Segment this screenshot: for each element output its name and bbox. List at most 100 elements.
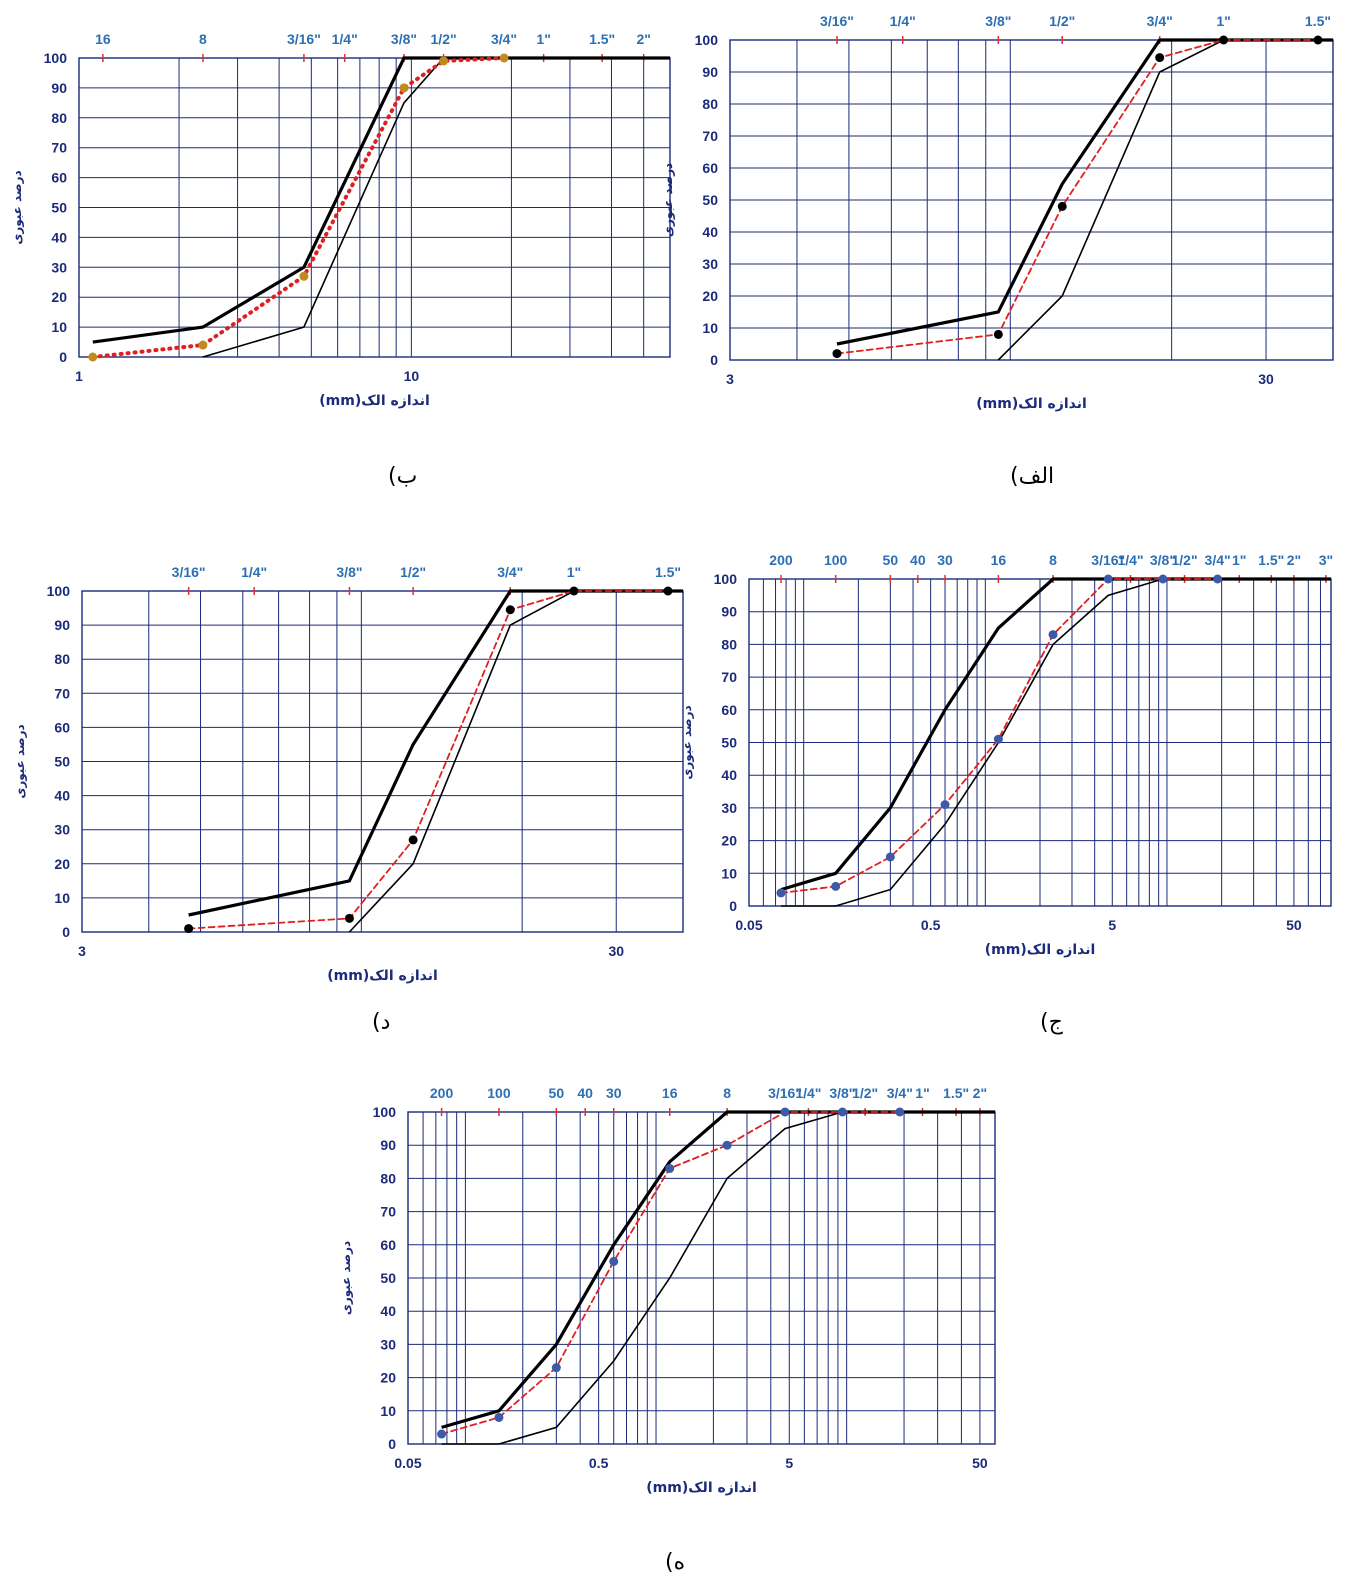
- y-tick-label: 70: [380, 1204, 396, 1220]
- y-tick-label: 20: [380, 1370, 396, 1386]
- chart-alef: 0 10 20 30 40 50 60 70 80 90 100 3 30 3/16" 1/4" 3/8" 1/…: [661, 13, 1334, 412]
- gradation-point: [439, 56, 449, 66]
- y-tick-label: 90: [702, 64, 718, 80]
- plot-frame: [729, 39, 1334, 361]
- gradation-point: [1103, 574, 1113, 584]
- y-tick-label: 30: [54, 822, 70, 838]
- y-tick-label: 10: [721, 865, 737, 881]
- y-axis-title: درصد عبوری: [339, 1241, 354, 1315]
- x-axis-title: اندازه الک(mm): [327, 968, 438, 984]
- y-tick-label: 80: [54, 651, 70, 667]
- sieve-label: 50: [883, 552, 899, 568]
- x-axis-title: اندازه الک(mm): [985, 942, 1096, 958]
- gradation-point: [722, 1140, 732, 1150]
- lower-limit-line: [202, 57, 670, 358]
- chart-jim: 0 10 20 30 40 50 60 70 80 90 100 0.05 0.5 5 50 200 100 50…: [680, 552, 1333, 958]
- x-tick-label: 0.05: [735, 917, 762, 933]
- gradation-point: [1158, 574, 1168, 584]
- gradation-point: [1057, 201, 1067, 211]
- gradation-point: [437, 1429, 447, 1439]
- y-tick-label: 40: [702, 224, 718, 240]
- sieve-label: 40: [577, 1085, 593, 1101]
- x-tick-label: 5: [785, 1455, 793, 1471]
- gradation-point: [569, 586, 579, 596]
- sieve-label: 1": [567, 564, 581, 580]
- y-tick-label: 0: [729, 898, 737, 914]
- y-tick-label: 100: [714, 571, 738, 587]
- sieve-label: 1/4": [890, 13, 916, 29]
- x-tick-label: 30: [608, 943, 624, 959]
- gradation-point: [776, 888, 786, 898]
- sieve-label: 3/4": [887, 1085, 913, 1101]
- y-tick-label: 20: [721, 833, 737, 849]
- sieve-label: 1": [536, 31, 550, 47]
- sieve-label: 1/4": [795, 1085, 821, 1101]
- gradation-point: [1048, 630, 1058, 640]
- y-tick-label: 60: [721, 702, 737, 718]
- sieve-label: 100: [824, 552, 848, 568]
- y-tick-label: 60: [54, 719, 70, 735]
- sieve-label: 3/16": [1091, 552, 1125, 568]
- gradation-point: [837, 1107, 847, 1117]
- caption-dal: د): [372, 1010, 391, 1035]
- gradation-point: [494, 1412, 504, 1422]
- gradation-point: [609, 1256, 619, 1266]
- y-tick-label: 30: [702, 256, 718, 272]
- sieve-label: 40: [910, 552, 926, 568]
- x-axis-title: اندازه الک(mm): [976, 396, 1087, 412]
- gradation-point: [832, 349, 842, 359]
- y-axis-title: درصد عبوری: [13, 724, 28, 798]
- y-tick-label: 0: [62, 924, 70, 940]
- x-tick-label: 3: [78, 943, 86, 959]
- y-tick-label: 0: [388, 1436, 396, 1452]
- sieve-label: 1/2": [400, 564, 426, 580]
- y-tick-label: 20: [702, 288, 718, 304]
- gradation-point: [663, 586, 673, 596]
- y-tick-label: 30: [380, 1336, 396, 1352]
- gradation-point: [184, 924, 194, 934]
- gradation-point: [198, 340, 208, 350]
- y-tick-label: 70: [702, 128, 718, 144]
- sieve-label: 1": [1216, 13, 1230, 29]
- y-tick-label: 80: [702, 96, 718, 112]
- y-tick-label: 90: [51, 80, 67, 96]
- y-tick-label: 50: [721, 735, 737, 751]
- x-axis-title: اندازه الک(mm): [646, 1480, 757, 1496]
- y-tick-label: 0: [59, 349, 67, 365]
- caption-b: ب): [388, 464, 418, 489]
- sieve-label: 200: [430, 1085, 454, 1101]
- y-tick-label: 100: [695, 32, 719, 48]
- gradation-point: [1219, 35, 1229, 45]
- x-tick-label: 0.5: [921, 917, 941, 933]
- sieve-label: 30: [937, 552, 953, 568]
- y-tick-label: 10: [54, 890, 70, 906]
- sieve-label: 1.5": [655, 564, 681, 580]
- sieve-label: 1/4": [332, 31, 358, 47]
- gradation-curve: [90, 56, 506, 359]
- sieve-label: 50: [549, 1085, 565, 1101]
- y-tick-label: 50: [51, 200, 67, 216]
- sieve-label: 1": [915, 1085, 929, 1101]
- gradation-point: [1155, 53, 1165, 63]
- caption-alef: الف): [1010, 464, 1055, 489]
- chart-dal: 0 10 20 30 40 50 60 70 80 90 100 3 30 3/16" 1/4" 3/8" 1/…: [13, 564, 684, 984]
- plot-frame: [407, 1111, 996, 1445]
- y-tick-label: 80: [380, 1170, 396, 1186]
- sieve-label: 3/16": [287, 31, 321, 47]
- gradation-point: [551, 1363, 561, 1373]
- sieve-label: 3/4": [497, 564, 523, 580]
- y-tick-label: 60: [51, 170, 67, 186]
- sieve-label: 3/4": [1205, 552, 1231, 568]
- sieve-label: 16: [991, 552, 1007, 568]
- sieve-label: 100: [487, 1085, 511, 1101]
- gradation-point: [940, 800, 950, 810]
- gradation-point: [831, 881, 841, 891]
- sieve-label: 8: [199, 31, 207, 47]
- y-tick-label: 20: [51, 289, 67, 305]
- gradation-point: [399, 83, 409, 93]
- x-tick-label: 3: [726, 371, 734, 387]
- caption-he: ه): [665, 1550, 686, 1575]
- y-axis-title: درصد عبوری: [680, 705, 695, 779]
- y-tick-label: 100: [373, 1104, 397, 1120]
- y-tick-label: 40: [721, 767, 737, 783]
